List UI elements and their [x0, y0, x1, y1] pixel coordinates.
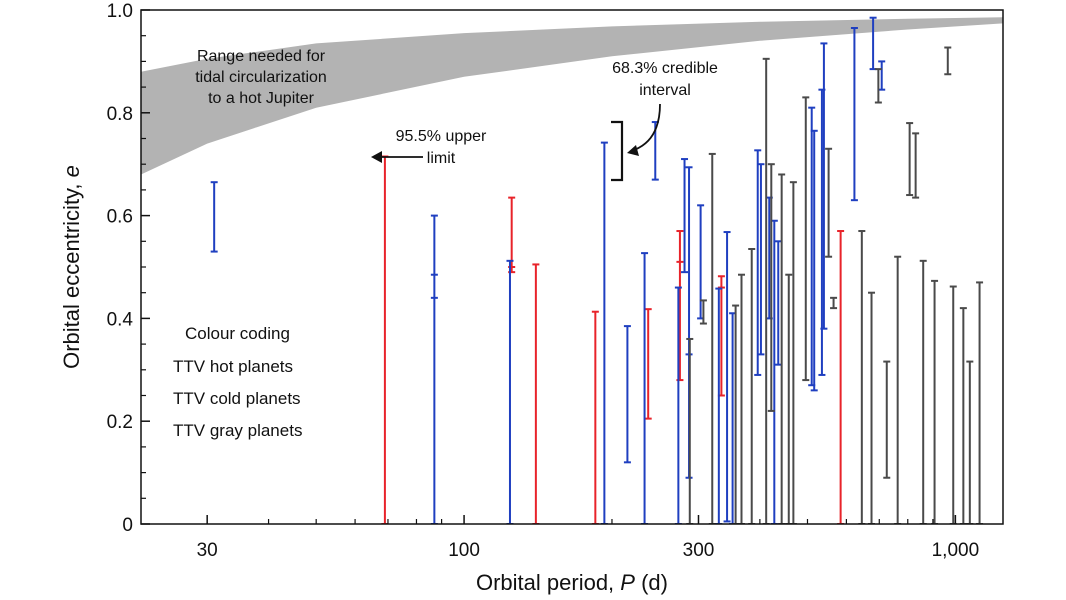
y-tick-label: 0.6	[107, 207, 133, 228]
credible-label-line: interval	[639, 82, 691, 99]
gray-errorbar	[762, 57, 770, 524]
hot-errorbar	[381, 155, 389, 524]
y-tick-label: 0.8	[107, 104, 133, 125]
gray-errorbar	[789, 181, 797, 524]
y-axis-title: Orbital eccentricity, e	[59, 165, 84, 369]
gray-errorbar	[778, 173, 786, 524]
cold-errorbar	[674, 286, 682, 524]
gray-errorbar	[802, 96, 810, 382]
credible-bracket	[611, 120, 624, 182]
series-cold	[210, 16, 886, 524]
gray-errorbar	[959, 307, 967, 524]
tidal-band-label-line: tidal circularization	[195, 69, 327, 86]
gray-errorbar	[708, 152, 716, 524]
hot-errorbar	[837, 230, 845, 524]
gray-errorbar	[868, 291, 876, 524]
hot-errorbar	[591, 310, 599, 524]
gray-errorbar	[894, 255, 902, 524]
cold-errorbar	[820, 42, 828, 330]
x-axis-title-label: Orbital period,	[476, 570, 614, 595]
cold-errorbar	[850, 26, 858, 202]
gray-errorbar	[738, 273, 746, 524]
hot-errorbar	[644, 308, 652, 420]
cold-errorbar	[681, 158, 689, 274]
gray-errorbar	[949, 285, 957, 524]
y-tick-label: 0.2	[107, 412, 133, 433]
credible-arrow	[633, 103, 661, 151]
x-axis: 30 100 300 1,000	[197, 515, 980, 561]
x-tick-label: 1,000	[932, 540, 980, 561]
y-axis: 0 0.2 0.4 0.6 0.8 1.0	[107, 1, 150, 536]
gray-errorbar	[966, 360, 974, 524]
x-tick-label: 100	[448, 540, 480, 561]
gray-errorbar	[858, 230, 866, 524]
tidal-band-label-line: to a hot Jupiter	[208, 90, 315, 107]
legend-title: Colour coding	[185, 324, 290, 343]
tidal-band-layer	[141, 17, 1003, 175]
tidal-band	[141, 17, 1003, 175]
cold-errorbar	[723, 231, 731, 523]
series-layer	[210, 16, 984, 524]
gray-errorbar	[748, 248, 756, 524]
gray-errorbar	[874, 68, 882, 104]
credible-interval-annotation: 68.3% credible interval	[611, 60, 718, 182]
legend-item-cold: TTV cold planets	[173, 389, 301, 408]
cold-errorbar	[810, 129, 818, 392]
tidal-band-label: Range needed for tidal circularization t…	[195, 48, 327, 107]
cold-errorbar	[430, 214, 438, 524]
cold-errorbar	[757, 163, 765, 356]
gray-errorbar	[785, 273, 793, 524]
hot-errorbar	[532, 263, 540, 524]
y-tick-label: 0	[122, 515, 133, 536]
legend-item-hot: TTV hot planets	[173, 357, 293, 376]
gray-errorbar	[906, 122, 914, 197]
x-tick-label: 300	[683, 540, 715, 561]
x-axis-title: Orbital period, P (d)	[476, 570, 668, 595]
cold-errorbar	[600, 141, 608, 524]
y-tick-label: 1.0	[107, 1, 133, 22]
cold-errorbar	[878, 60, 886, 91]
gray-errorbar	[767, 163, 775, 412]
y-tick-label: 0.4	[107, 309, 134, 330]
x-axis-symbol: P	[620, 570, 635, 595]
upper-limit-arrowhead	[371, 151, 382, 163]
gray-errorbar	[830, 296, 838, 310]
tidal-band-label-line: Range needed for	[197, 48, 326, 65]
gray-errorbar	[944, 46, 952, 76]
gray-errorbar	[931, 279, 939, 524]
gray-errorbar	[825, 147, 833, 258]
gray-errorbar	[919, 259, 927, 524]
gray-errorbar	[686, 337, 694, 524]
cold-errorbar	[506, 259, 514, 524]
upper-limit-label-line: 95.5% upper	[396, 128, 487, 145]
cold-errorbar	[774, 240, 782, 366]
cold-errorbar	[623, 325, 631, 464]
cold-errorbar	[715, 287, 723, 524]
x-tick-label: 30	[197, 540, 218, 561]
upper-limit-label-line: limit	[427, 150, 456, 167]
gray-errorbar	[699, 299, 707, 325]
series-gray	[686, 46, 984, 524]
y-axis-title-label: Orbital eccentricity,	[59, 183, 84, 368]
x-axis-unit: (d)	[641, 570, 668, 595]
legend: Colour coding TTV hot planets TTV cold p…	[173, 324, 302, 440]
gray-errorbar	[976, 281, 984, 524]
credible-label-line: 68.3% credible	[612, 60, 718, 77]
cold-errorbar	[641, 252, 649, 524]
legend-item-gray: TTV gray planets	[173, 421, 302, 440]
upper-limit-annotation: 95.5% upper limit	[371, 128, 487, 167]
gray-errorbar	[883, 360, 891, 479]
series-hot	[381, 155, 845, 524]
gray-errorbar	[912, 132, 920, 199]
cold-errorbar	[210, 181, 218, 253]
y-axis-symbol: e	[59, 165, 84, 177]
credible-arrowhead	[627, 145, 639, 156]
cold-errorbar	[754, 149, 762, 376]
gray-errorbar	[732, 304, 740, 524]
